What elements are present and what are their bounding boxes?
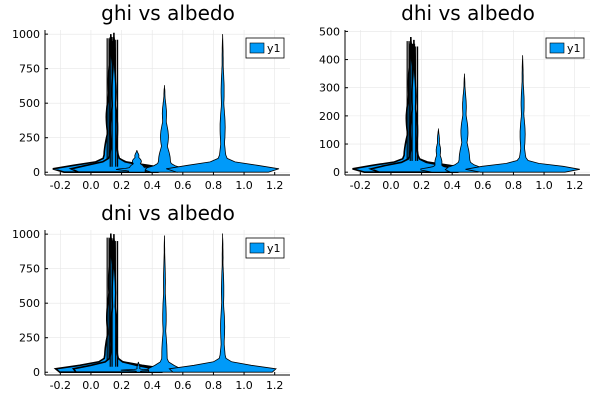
y-tick-label: 0 xyxy=(33,166,40,179)
x-tick-label: 1.2 xyxy=(266,179,284,192)
y-tick-label: 0 xyxy=(333,166,340,179)
x-tick-label: 0.2 xyxy=(113,179,131,192)
chart-title: dni vs albedo xyxy=(101,201,235,225)
violin-mark xyxy=(115,150,158,173)
x-tick-label: 1.2 xyxy=(266,379,284,392)
violin-mark xyxy=(144,85,185,173)
y-tick-label: 100 xyxy=(319,138,340,151)
x-tick-label: -0.2 xyxy=(50,179,71,192)
y-tick-label: 500 xyxy=(19,97,40,110)
x-tick-label: 0.6 xyxy=(174,379,192,392)
legend-label: y1 xyxy=(267,242,281,255)
x-tick-label: 0.6 xyxy=(174,179,192,192)
legend-label: y1 xyxy=(567,42,581,55)
violin-mark xyxy=(166,34,280,173)
x-tick-label: 0.4 xyxy=(443,179,461,192)
x-tick-label: 1.0 xyxy=(235,379,253,392)
violin-mark xyxy=(444,73,485,173)
y-tick-label: 500 xyxy=(319,25,340,38)
y-tick-label: 300 xyxy=(319,82,340,95)
x-tick-label: 1.0 xyxy=(235,179,253,192)
x-tick-label: 0.2 xyxy=(413,179,431,192)
y-tick-label: 400 xyxy=(319,54,340,67)
x-tick-label: 0.8 xyxy=(505,179,523,192)
x-tick-label: 0.6 xyxy=(474,179,492,192)
x-tick-label: 0.0 xyxy=(82,379,100,392)
chart-panel-2: dhi vs albedo -0.2 0.0 0.2 0.4 0.6 0.8 1.0 1.2 0 1… xyxy=(319,1,590,192)
x-tick-label: -0.2 xyxy=(50,379,71,392)
x-tick-label: -0.2 xyxy=(350,179,371,192)
violin-mark xyxy=(465,55,580,173)
legend-label: y1 xyxy=(267,42,281,55)
violin-mark xyxy=(147,235,182,373)
x-tick-label: 0.4 xyxy=(143,179,161,192)
y-tick-label: 750 xyxy=(19,63,40,76)
x-tick-label: 0.0 xyxy=(82,179,100,192)
chart-title: ghi vs albedo xyxy=(101,1,235,25)
y-tick-label: 200 xyxy=(319,110,340,123)
x-tick-label: 0.4 xyxy=(143,379,161,392)
chart-panel-3: dni vs albedo -0.2 0.0 0.2 0.4 0.6 0.8 1.0 1.2 0 2… xyxy=(12,201,290,392)
x-tick-label: 0.2 xyxy=(113,379,131,392)
x-tick-label: 0.8 xyxy=(205,179,223,192)
y-tick-label: 250 xyxy=(19,132,40,145)
x-tick-label: 1.2 xyxy=(566,179,584,192)
y-tick-label: 500 xyxy=(19,297,40,310)
chart-panel-1: ghi vs albedo -0.2 0.0 0.2 0.4 0.6 0.8 1.0 1.2 0 2… xyxy=(12,1,290,192)
y-tick-label: 250 xyxy=(19,332,40,345)
y-tick-label: 750 xyxy=(19,263,40,276)
y-tick-label: 1000 xyxy=(12,28,40,41)
legend-swatch xyxy=(249,42,265,54)
legend-swatch xyxy=(549,42,565,54)
violin-mark xyxy=(168,233,277,373)
y-tick-label: 1000 xyxy=(12,228,40,241)
violin-mark xyxy=(120,361,157,373)
y-tick-label: 0 xyxy=(33,366,40,379)
violin-mark xyxy=(420,128,457,173)
x-tick-label: 0.0 xyxy=(382,179,400,192)
x-tick-label: 1.0 xyxy=(535,179,553,192)
legend-swatch xyxy=(249,242,265,254)
chart-title: dhi vs albedo xyxy=(401,1,535,25)
x-tick-label: 0.8 xyxy=(205,379,223,392)
